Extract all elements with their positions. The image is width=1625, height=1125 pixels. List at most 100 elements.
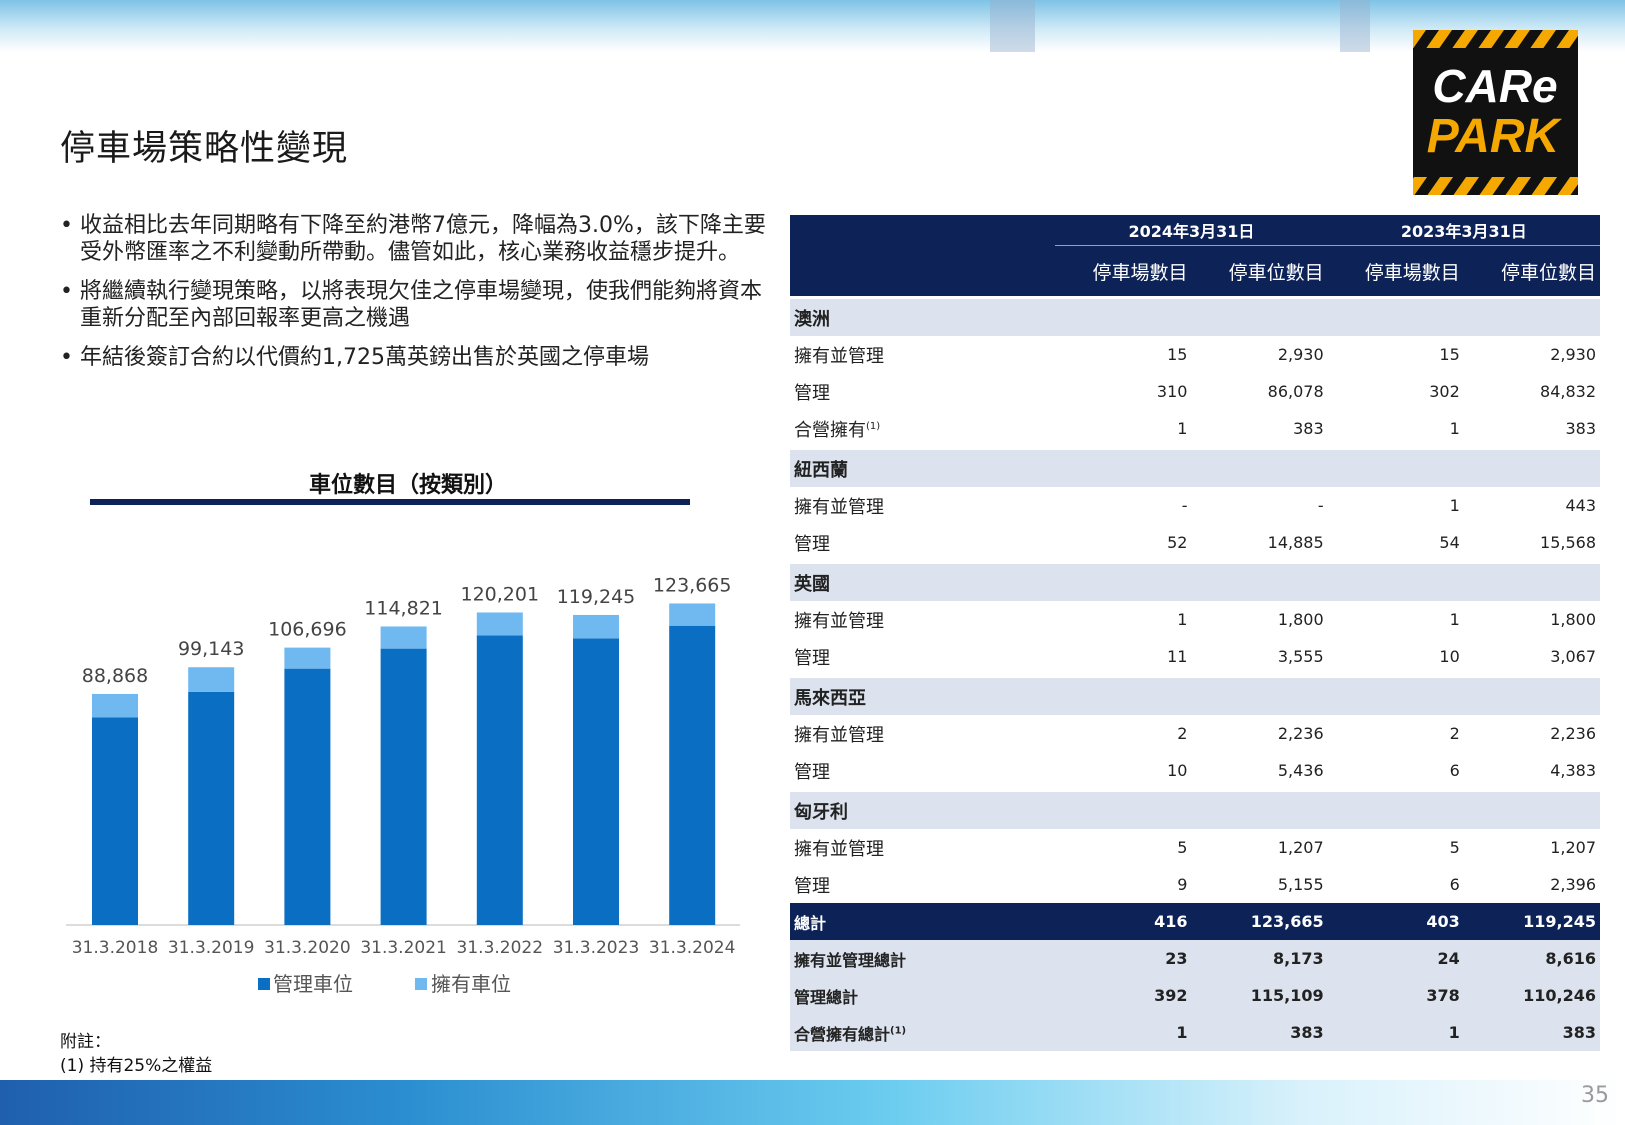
- x-tick-label: 31.3.2020: [264, 938, 351, 958]
- table-cell: -: [1317, 496, 1324, 515]
- row-label: 紐西蘭: [790, 447, 1056, 487]
- car-park-table: 2024年3月31日 2023年3月31日 停車場數目 停車位數目 停車場數目 …: [790, 215, 1600, 1051]
- data-label: 88,868: [82, 665, 148, 687]
- table-cell: 6: [1449, 761, 1460, 780]
- table-cell: 1: [1177, 419, 1188, 438]
- row-label: 馬來西亞: [790, 675, 1056, 715]
- row-label: 擁有並管理: [790, 829, 1055, 866]
- column-header: 停車場數目: [1055, 245, 1192, 298]
- table-cell-empty: [1327, 561, 1464, 601]
- table-cell: 11: [1167, 647, 1188, 666]
- row-label: 管理: [790, 373, 1055, 410]
- row-label-text: 合營擁有總計: [794, 1024, 891, 1044]
- bar-owned: [284, 647, 331, 669]
- row-label: 擁有並管理: [790, 487, 1055, 524]
- table-cell: 443: [1565, 496, 1596, 515]
- table-cell: 383: [1293, 419, 1324, 438]
- table-cell: 9: [1177, 875, 1188, 894]
- bar-managed: [669, 625, 716, 925]
- footnote-marker: (1): [866, 420, 881, 432]
- footnote-label: 附註：: [60, 1032, 111, 1052]
- row-label: 管理: [790, 752, 1055, 791]
- table-cell: 2: [1449, 724, 1460, 743]
- table-cell: 1: [1177, 610, 1188, 629]
- row-label-text: 擁有並管理總計: [794, 950, 907, 970]
- table-cell: 403: [1327, 903, 1464, 940]
- table-cell: 1: [1449, 496, 1460, 515]
- row-label-text: 匈牙利: [794, 801, 848, 823]
- row-label: 管理: [790, 638, 1055, 677]
- bar-managed: [380, 648, 427, 925]
- bottom-decorative-band: [0, 1080, 1625, 1125]
- row-label-text: 擁有並管理: [794, 496, 884, 518]
- row-label: 擁有並管理: [790, 715, 1055, 752]
- legend-swatch-managed: [258, 978, 270, 990]
- band-block: [1340, 0, 1370, 52]
- table-cell: 302: [1429, 382, 1460, 401]
- bar-owned: [573, 614, 619, 639]
- table-cell: 5,436: [1277, 761, 1324, 780]
- band-block: [990, 0, 1035, 52]
- row-label-text: 總計: [794, 913, 827, 933]
- table-cell: 2,236: [1550, 724, 1596, 743]
- row-label: 合營擁有總計(1): [790, 1014, 1056, 1051]
- bar-owned: [188, 667, 235, 692]
- table-cell-empty: [1327, 447, 1464, 487]
- table-cell: 1,800: [1550, 610, 1596, 629]
- table-cell: 2: [1177, 724, 1188, 743]
- table-cell-empty: [1055, 561, 1192, 601]
- row-label-text: 紐西蘭: [794, 459, 848, 481]
- row-label: 管理: [790, 524, 1055, 563]
- table-cell: 86,078: [1267, 382, 1324, 401]
- table-cell: 123,665: [1191, 903, 1328, 940]
- x-tick-label: 31.3.2019: [168, 938, 255, 958]
- table-cell: 14,885: [1267, 533, 1324, 552]
- bar-owned: [380, 626, 427, 649]
- footnote-marker: (1): [890, 1025, 907, 1037]
- data-label: 120,201: [461, 583, 540, 605]
- table-cell: 10: [1439, 647, 1460, 666]
- row-label-text: 擁有並管理: [794, 724, 884, 746]
- table-cell-empty: [1191, 447, 1328, 487]
- table-row: 擁有並管理 2 2,236 2 2,236: [790, 715, 1600, 752]
- row-label-text: 馬來西亞: [794, 687, 866, 709]
- column-header: 停車場數目: [1327, 245, 1464, 298]
- bullet-item: 將繼續執行變現策略，以將表現欠佳之停車場變現，使我們能夠將資本重新分配至內部回報…: [60, 278, 780, 332]
- date-header: 2024年3月31日: [1055, 215, 1328, 246]
- svg-text:CARe: CARe: [1432, 60, 1557, 112]
- footnote: 附註： (1) 持有25%之權益: [60, 1030, 212, 1078]
- table-row: 管理 10 5,436 6 4,383: [790, 752, 1600, 791]
- table-cell: 6: [1449, 875, 1460, 894]
- table-cell-empty: [1463, 447, 1600, 487]
- row-label: 匈牙利: [790, 789, 1056, 829]
- table-cell: 2,930: [1550, 345, 1596, 364]
- table-cell: 52: [1167, 533, 1188, 552]
- table-cell: -: [1181, 496, 1188, 515]
- header-blank: [790, 215, 1056, 246]
- page-title: 停車場策略性變現: [60, 129, 349, 169]
- column-header: 停車位數目: [1463, 245, 1600, 298]
- bar-managed: [188, 691, 235, 925]
- legend-swatch-owned: [415, 978, 427, 990]
- care-park-logo: CARe PARK: [1413, 30, 1578, 195]
- table-cell: 8,173: [1191, 940, 1328, 977]
- table-row: 合營擁有(1) 1 383 1 383: [790, 410, 1600, 449]
- bar-managed: [476, 635, 523, 925]
- table-row: 管理 310 86,078 302 84,832: [790, 373, 1600, 410]
- table-row: 管理 9 5,155 6 2,396: [790, 866, 1600, 903]
- table-cell: 84,832: [1540, 382, 1596, 401]
- row-label-text: 管理: [794, 647, 830, 669]
- bar-owned: [476, 612, 523, 636]
- footnote-text: (1) 持有25%之權益: [60, 1056, 213, 1076]
- row-label: 澳洲: [790, 296, 1056, 336]
- table-cell-empty: [1327, 789, 1464, 829]
- table-cell: 10: [1167, 761, 1188, 780]
- table-cell: 5: [1449, 838, 1460, 857]
- parking-spaces-chart: 車位數目（按類別） 88,868 31.3.2018 99,143 31.3.2019 1…: [66, 472, 740, 996]
- table-cell: 1: [1449, 610, 1460, 629]
- table-cell: 383: [1191, 1014, 1328, 1051]
- table-cell: 1,207: [1550, 838, 1596, 857]
- table-cell-empty: [1463, 675, 1600, 715]
- x-tick-label: 31.3.2024: [649, 938, 736, 958]
- row-label: 英國: [790, 561, 1056, 601]
